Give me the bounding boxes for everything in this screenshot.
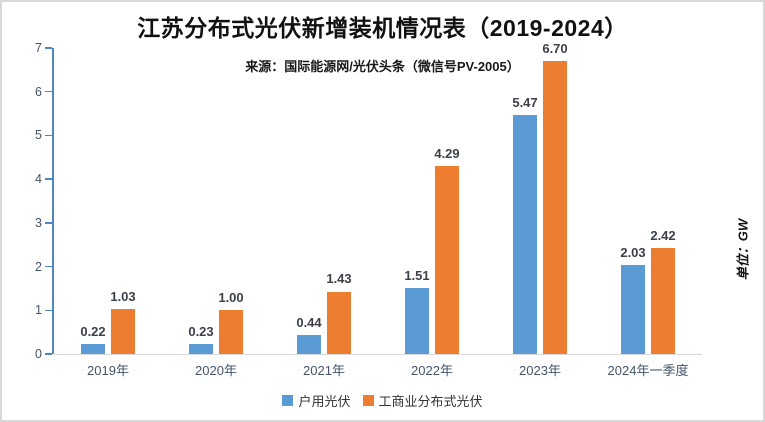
y-tick-mark <box>45 309 52 312</box>
bar-household <box>621 265 645 354</box>
plot-area <box>45 47 702 355</box>
bar-household <box>405 288 429 354</box>
bar-commercial <box>327 291 351 354</box>
bar-value-label: 0.22 <box>80 324 106 340</box>
y-tick-mark <box>45 90 52 93</box>
legend-label: 工商业分布式光伏 <box>378 394 483 409</box>
x-axis-label: 2023年 <box>519 363 561 378</box>
bar-value-label: 6.70 <box>542 41 568 57</box>
bar-household <box>513 114 537 354</box>
bar-commercial <box>219 310 243 354</box>
y-tick-mark <box>45 265 52 268</box>
y-tick-mark <box>45 134 52 137</box>
y-tick-label: 4 <box>35 172 42 187</box>
y-tick-mark <box>45 178 52 180</box>
legend-item-household: 户用光伏 <box>282 391 351 410</box>
y-tick-mark <box>45 222 52 224</box>
y-tick-label: 5 <box>35 128 42 143</box>
y-tick-label: 3 <box>35 215 42 230</box>
unit-axis-label: 单位：GW <box>735 218 751 281</box>
bar-value-label: 4.29 <box>434 146 460 162</box>
bar-commercial <box>111 308 135 354</box>
bar-value-label: 0.23 <box>188 323 214 339</box>
bar-household <box>81 344 105 354</box>
y-tick-label: 2 <box>35 259 42 274</box>
y-tick-label: 7 <box>35 41 42 55</box>
bar-value-label: 1.43 <box>326 271 352 287</box>
chart-title: 江苏分布式光伏新增装机情况表（2019-2024） <box>137 15 628 41</box>
x-axis-line <box>54 353 702 355</box>
legend: 户用光伏 工商业分布式光伏 <box>2 391 763 410</box>
bar-commercial <box>543 61 567 354</box>
x-axis-label: 2024年一季度 <box>607 363 689 378</box>
bar-value-label: 0.44 <box>296 314 322 330</box>
bar-household <box>189 343 213 354</box>
legend-swatch-icon <box>282 395 294 406</box>
chart-subtitle: 来源：国际能源网/光伏头条（微信号PV-2005） <box>245 59 520 74</box>
x-axis-label: 2020年 <box>195 363 237 378</box>
legend-item-commercial: 工商业分布式光伏 <box>362 391 483 410</box>
bar-value-label: 2.42 <box>650 228 676 244</box>
y-tick-label: 0 <box>35 347 42 361</box>
legend-label: 户用光伏 <box>298 394 351 409</box>
x-axis-label: 2019年 <box>87 363 129 378</box>
x-axis-label: 2021年 <box>303 363 345 378</box>
y-tick-mark <box>45 47 52 49</box>
bar-value-label: 5.47 <box>512 94 538 110</box>
bar-value-label: 1.51 <box>404 267 430 283</box>
legend-swatch-icon <box>362 395 374 406</box>
bar-commercial <box>435 166 459 354</box>
x-axis-label: 2022年 <box>411 363 453 378</box>
bar-value-label: 1.00 <box>218 290 244 306</box>
bar-value-label: 1.03 <box>110 288 136 304</box>
bar-commercial <box>651 248 675 354</box>
bar-household <box>297 334 321 354</box>
y-tick-label: 1 <box>35 303 42 318</box>
y-tick-label: 6 <box>35 84 42 99</box>
y-axis-line <box>52 48 54 354</box>
y-tick-mark <box>45 353 52 355</box>
bar-value-label: 2.03 <box>620 245 646 261</box>
